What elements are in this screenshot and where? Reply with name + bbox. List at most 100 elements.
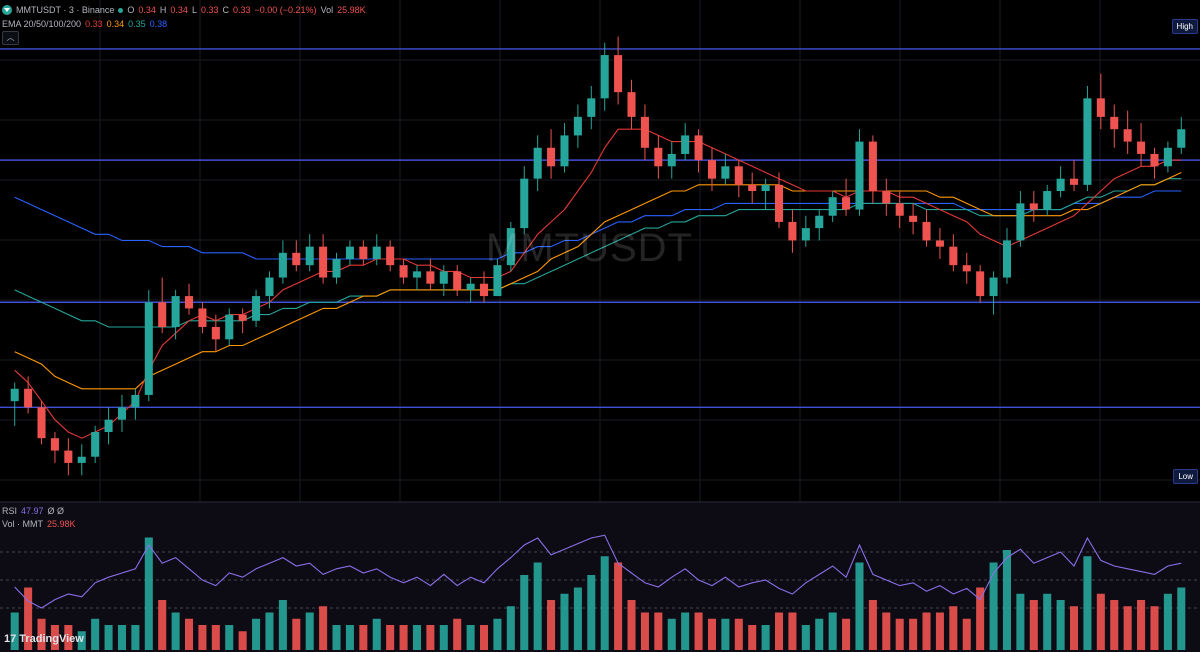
volume-bar — [587, 575, 596, 650]
candle-body — [211, 326, 220, 340]
candle-body — [372, 246, 381, 259]
candle-body — [547, 147, 556, 167]
volume-bar — [949, 606, 958, 650]
candle-body — [198, 308, 207, 327]
candle-body — [573, 116, 582, 136]
tradingview-brand[interactable]: 17 TradingView — [4, 633, 84, 645]
candle-body — [775, 184, 784, 222]
candle-body — [77, 456, 86, 463]
candle-body — [1150, 153, 1159, 167]
candle-body — [1163, 147, 1172, 167]
candle-body — [185, 296, 194, 309]
vol-label: Vol — [320, 5, 334, 15]
volume-bar — [734, 618, 743, 650]
volume-bar — [989, 562, 998, 650]
candle-body — [1070, 178, 1079, 185]
volume-bar — [828, 612, 837, 650]
volume-bar — [412, 625, 421, 650]
volume-bar — [426, 625, 435, 650]
candle-body — [815, 215, 824, 229]
candle-body — [1096, 98, 1105, 117]
candle-body — [1016, 203, 1025, 241]
volume-bar — [573, 587, 582, 650]
volume-bar — [1137, 600, 1146, 650]
candle-body — [788, 221, 797, 241]
candle-body — [828, 197, 837, 216]
candle-body — [560, 135, 569, 167]
candle-body — [386, 246, 395, 266]
high-tag: High — [1171, 19, 1198, 34]
volume-bar — [131, 625, 140, 650]
volume-bar — [560, 593, 569, 650]
vol-value: 25.98K — [337, 5, 366, 15]
ema20-line — [14, 128, 1182, 439]
ema20-value: 0.33 — [85, 19, 103, 29]
candle-body — [855, 141, 864, 210]
ema-label[interactable]: EMA 20/50/100/200 — [2, 19, 82, 29]
candle-body — [949, 246, 958, 266]
candle-body — [252, 296, 261, 321]
volume-bar — [627, 600, 636, 650]
high-label: H — [159, 5, 167, 15]
volume-bar — [600, 556, 609, 650]
candle-body — [587, 98, 596, 117]
candle-body — [292, 252, 301, 266]
candle-body — [1043, 191, 1052, 210]
candle-body — [64, 450, 73, 463]
volume-bar — [372, 618, 381, 650]
candle-body — [359, 246, 368, 259]
candle-body — [721, 166, 730, 179]
volume-bar — [976, 587, 985, 650]
volume-label[interactable]: Vol · MMT — [2, 519, 44, 529]
volume-bar — [359, 625, 368, 650]
candle-body — [935, 240, 944, 247]
volume-bar — [654, 612, 663, 650]
candle-body — [801, 228, 810, 241]
candle-body — [533, 147, 542, 179]
rsi-value: 47.97 — [21, 506, 44, 516]
candle-body — [439, 271, 448, 284]
volume-bar — [694, 612, 703, 650]
symbol-legend[interactable]: MMTUSDT · 3 · Binance O 0.34 H 0.34 L 0.33 … — [2, 4, 366, 16]
candle-body — [614, 55, 623, 93]
collapse-legend-button[interactable]: ︿ — [2, 31, 19, 45]
candle-body — [895, 203, 904, 216]
volume-bar — [506, 606, 515, 650]
candle-body — [868, 141, 877, 192]
candle-body — [520, 178, 529, 229]
volume-value: 25.98K — [47, 519, 76, 529]
volume-legend[interactable]: Vol · MMT 25.98K — [2, 518, 76, 530]
volume-bar — [775, 612, 784, 650]
volume-bar — [1029, 600, 1038, 650]
candle-body — [882, 191, 891, 204]
ema-legend[interactable]: EMA 20/50/100/200 0.33 0.34 0.35 0.38 — [2, 18, 167, 30]
volume-bar — [37, 618, 46, 650]
volume-bar — [801, 625, 810, 650]
candle-body — [265, 277, 274, 297]
candle-body — [50, 438, 59, 451]
ema100-value: 0.35 — [128, 19, 146, 29]
close-label: C — [222, 5, 229, 15]
candle-body — [1137, 141, 1146, 154]
candle-body — [1177, 129, 1186, 148]
candle-body — [345, 246, 354, 259]
volume-bar — [252, 618, 261, 650]
symbol-title[interactable]: MMTUSDT · 3 · Binance — [16, 5, 115, 15]
volume-bar — [1163, 593, 1172, 650]
volume-bar — [681, 612, 690, 650]
volume-bar — [466, 625, 475, 650]
volume-bar — [278, 600, 287, 650]
candle-body — [305, 246, 314, 266]
candle-body — [480, 283, 489, 297]
rsi-legend[interactable]: RSI 47.97 Ø Ø — [2, 505, 64, 517]
volume-bar — [305, 612, 314, 650]
candle-body — [1083, 98, 1092, 185]
volume-bar — [91, 618, 100, 650]
rsi-label[interactable]: RSI — [2, 506, 18, 516]
volume-bar — [909, 618, 918, 650]
candle-body — [681, 135, 690, 154]
volume-bar — [185, 618, 194, 650]
candle-body — [10, 388, 19, 402]
volume-bar — [533, 562, 542, 650]
